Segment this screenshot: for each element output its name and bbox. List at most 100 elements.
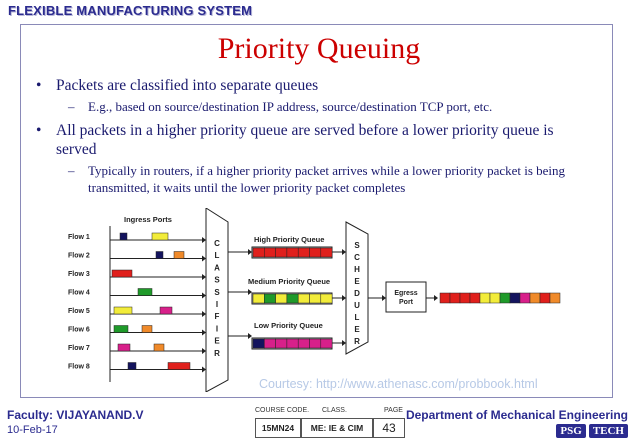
header-title: FLEXIBLE MANUFACTURING SYSTEM [8, 3, 253, 18]
packet [117, 343, 131, 352]
packet [159, 306, 173, 315]
packet [137, 288, 153, 296]
flow-label: Flow 5 [68, 308, 90, 315]
flow-label: Flow 3 [68, 271, 90, 278]
queue-packet [320, 293, 333, 304]
ingress-label: Ingress Ports [124, 215, 172, 224]
output-packet [489, 292, 501, 304]
output-packet [519, 292, 531, 304]
scheduler-letter: U [354, 301, 360, 310]
psg-tech-logo: PSG TECH [556, 424, 628, 438]
packet [113, 325, 129, 333]
priority-queue-diagram: Ingress Ports Flow 1 Flow 2 Flow 3 Flow 4 Fl… [68, 208, 561, 392]
queue-packet [297, 338, 310, 349]
classifier-letter: S [214, 276, 220, 285]
classifier-letter: R [214, 349, 220, 358]
queue-packet [297, 247, 310, 258]
arrow-icon [202, 274, 206, 280]
output-packet [449, 292, 461, 304]
queue-packet [286, 247, 299, 258]
course-code-box: 15MN24 [255, 418, 301, 438]
scheduler-letter: S [354, 241, 360, 250]
egress-label: Egress [394, 290, 417, 297]
sub-bullet-text: Typically in routers, if a higher priori… [88, 163, 566, 195]
sub-bullet-item: – Typically in routers, if a higher prior… [68, 162, 596, 196]
scheduler-letter: L [355, 313, 360, 322]
queue-label-medium: Medium Priority Queue [248, 277, 330, 286]
classifier-letter: I [216, 300, 218, 309]
classifier-letter: C [214, 239, 220, 248]
bullet-text: All packets in a higher priority queue a… [56, 122, 554, 158]
queue-packet [264, 247, 276, 258]
courtesy-link[interactable]: Courtesy: http://www.athenasc.com/probbo… [259, 377, 538, 391]
output-packet [499, 292, 511, 304]
classifier-block [205, 208, 229, 392]
queue-label-high: High Priority Queue [254, 235, 324, 244]
flow-label: Flow 6 [68, 327, 90, 334]
arrow-icon [202, 366, 206, 373]
classifier-letter: S [214, 288, 220, 297]
packet [141, 325, 153, 333]
bullet-dot-icon: • [36, 77, 42, 94]
slide-title: Priority Queuing [217, 32, 421, 65]
packet [127, 362, 137, 370]
output-packet [509, 292, 521, 304]
output-packet [439, 292, 451, 304]
slide-header: FLEXIBLE MANUFACTURING SYSTEM [0, 0, 638, 23]
arrow-icon [202, 311, 206, 317]
queue-packet [252, 293, 265, 304]
scheduler-letter: H [354, 265, 360, 274]
department-name: Department of Mechanical Engineering [405, 408, 628, 422]
queue-packet [252, 338, 265, 349]
queue-packet [309, 247, 322, 258]
output-packet [459, 292, 471, 304]
packet [153, 343, 165, 352]
flow-label: Flow 2 [68, 253, 90, 260]
scheduler-letter: R [354, 337, 360, 346]
logo-word: TECH [588, 424, 628, 438]
arrow-icon [202, 329, 206, 336]
queue-packet [275, 247, 288, 258]
queue-packet [320, 338, 333, 349]
bullet-item: • All packets in a higher priority queue … [36, 121, 596, 159]
output-packet [469, 292, 481, 304]
egress-label: Port [399, 299, 414, 306]
packet [167, 362, 191, 370]
dash-icon: – [68, 163, 75, 178]
output-packet [529, 292, 541, 304]
queue-packet [252, 247, 265, 258]
arrow-icon [202, 292, 206, 299]
faculty-name: Faculty: VIJAYANAND.V [7, 408, 144, 422]
slide-frame [20, 24, 613, 398]
queue-packet [264, 293, 276, 304]
classifier-letter: F [215, 312, 220, 321]
scheduler-letter: E [354, 325, 360, 334]
course-code-label: COURSE CODE. [255, 407, 310, 414]
scheduler-letter: D [354, 289, 360, 298]
queue-packet [320, 247, 333, 258]
bullet-list: • Packets are classified into separate qu… [36, 76, 596, 196]
flow-label: Flow 4 [68, 290, 90, 297]
sub-bullet-text: E.g., based on source/destination IP add… [88, 99, 493, 114]
queue-packet [264, 338, 276, 349]
packet [173, 251, 185, 259]
queue-packet [309, 338, 322, 349]
packet [113, 306, 133, 315]
arrow-icon [202, 348, 206, 354]
classifier-letter: I [216, 324, 218, 333]
sub-bullet-item: – E.g., based on source/destination IP ad… [68, 98, 596, 115]
page-number-box: 43 [373, 418, 405, 438]
class-box: ME: IE & CIM [301, 418, 373, 438]
bullet-item: • Packets are classified into separate qu… [36, 76, 596, 95]
packet [151, 232, 169, 241]
arrow-icon [202, 237, 206, 243]
arrow-icon [202, 255, 206, 262]
scheduler-letter: C [354, 253, 360, 262]
queue-packet [275, 293, 288, 304]
packet [155, 251, 164, 259]
queue-packet [309, 293, 322, 304]
dash-icon: – [68, 99, 75, 114]
output-packet [549, 292, 561, 304]
egress-port-box [385, 281, 427, 313]
queue-packet [286, 293, 299, 304]
